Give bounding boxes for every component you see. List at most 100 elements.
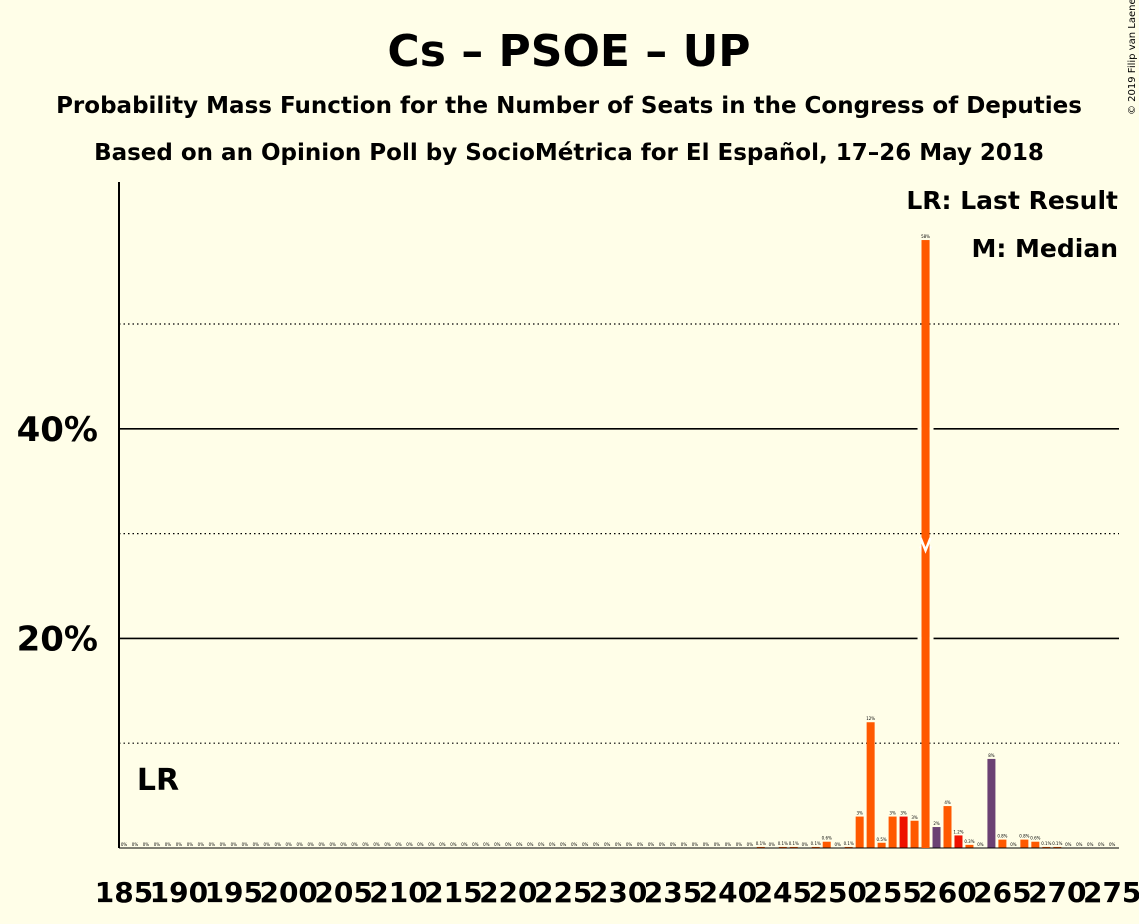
bar-label-205: 0% [340,842,347,847]
bar-label-190: 0% [176,842,183,847]
last-result-marker: LR [137,763,179,798]
x-tick-label: 270 [1028,876,1086,909]
bar-label-185: 0% [121,842,128,847]
bar-label-259: 2% [933,821,940,826]
bar-label-241: 0% [736,842,743,847]
bar-label-244: 0% [769,842,776,847]
bar-label-238: 0% [703,842,710,847]
x-tick-label: 185 [95,876,153,909]
bar-label-186: 0% [132,842,139,847]
bar-label-263: 0% [977,842,984,847]
bar-label-252: 3% [856,811,863,816]
bar-label-195: 0% [231,842,238,847]
x-tick-label: 245 [754,876,812,909]
bar-label-237: 0% [692,842,699,847]
bar-label-234: 0% [659,842,666,847]
median-chevron-top [919,537,932,554]
x-axis-ticks: 1851901952002052102152202252302352402452… [95,876,1139,909]
chart-source: Based on an Opinion Poll by SocioMétrica… [94,140,1044,166]
x-tick-label: 275 [1083,876,1139,909]
bar-label-268: 0.6% [1030,836,1040,841]
bar-label-257: 3% [911,815,918,820]
bar-label-265: 0.8% [997,834,1007,839]
bar-255 [888,816,897,848]
bar-label-217: 0% [472,842,479,847]
x-tick-label: 215 [424,876,482,909]
x-tick-label: 225 [534,876,592,909]
bar-label-222: 0% [527,842,534,847]
bar-label-233: 0% [648,842,655,847]
x-tick-label: 220 [479,876,537,909]
x-tick-label: 260 [918,876,976,909]
bar-label-220: 0% [505,842,512,847]
bar-268 [1031,841,1040,848]
x-tick-label: 255 [863,876,921,909]
bar-248 [811,846,820,848]
bar-label-271: 0% [1065,842,1072,847]
bar-label-225: 0% [560,842,567,847]
bar-260 [943,806,952,848]
bar-label-274: 0% [1098,842,1105,847]
y-tick-label: 20% [17,619,98,659]
bar-label-192: 0% [198,842,205,847]
bar-label-253: 12% [866,716,875,721]
data-labels: 0% 0% 0% 0% 0% 0% 0% 0% 0% 0% 0% 0% 0% 0% 0% 0% 0% 0% 0% 0%… [121,234,1116,847]
bar-label-224: 0% [549,842,556,847]
x-tick-label: 190 [150,876,208,909]
x-tick-label: 235 [644,876,702,909]
bar-label-191: 0% [187,842,194,847]
bar-label-208: 0% [373,842,380,847]
bar-label-247: 0% [802,842,809,847]
bar-245 [778,846,787,848]
bar-label-204: 0% [329,842,336,847]
bar-251 [844,846,853,848]
bar-label-216: 0% [461,842,468,847]
bar-label-243: 0.1% [756,841,766,846]
bar-label-248: 0.1% [811,841,821,846]
bar-254 [877,842,886,848]
bar-label-264: 8% [988,753,995,758]
bar-label-232: 0% [637,842,644,847]
legend-last-result: LR: Last Result [906,186,1118,215]
bar-label-235: 0% [670,842,677,847]
bar-label-199: 0% [275,842,282,847]
bar-label-227: 0% [582,842,589,847]
bar-label-212: 0% [417,842,424,847]
bar-label-193: 0% [209,842,216,847]
bar-label-245: 0.1% [778,841,788,846]
bar-label-251: 0.1% [844,841,854,846]
bar-label-249: 0.6% [822,836,832,841]
median-bar [921,240,930,848]
bar-label-194: 0% [220,842,227,847]
x-tick-label: 230 [589,876,647,909]
x-tick-label: 240 [699,876,757,909]
bar-249 [822,841,831,848]
bar-label-188: 0% [154,842,161,847]
bars [756,240,1062,848]
bar-label-255: 3% [889,811,896,816]
bar-label-211: 0% [406,842,413,847]
bar-label-273: 0% [1087,842,1094,847]
bar-label-213: 0% [428,842,435,847]
y-axis-ticks: 20% 40% [17,410,98,660]
bar-label-250: 0% [835,842,842,847]
bar-256 [899,816,908,848]
median-marker [917,240,934,848]
y-tick-label: 40% [17,410,98,450]
bar-label-197: 0% [253,842,260,847]
bar-label-228: 0% [593,842,600,847]
bar-243 [756,846,765,848]
bar-label-275: 0% [1109,842,1116,847]
bar-259 [932,827,941,848]
bar-label-200: 0% [286,842,293,847]
bar-label-266: 0% [1010,842,1017,847]
bar-label-267: 0.8% [1019,834,1029,839]
bar-label-203: 0% [318,842,325,847]
x-tick-label: 205 [314,876,372,909]
bar-label-206: 0% [351,842,358,847]
bar-label-256: 3% [900,811,907,816]
x-tick-label: 195 [205,876,263,909]
gridlines [119,323,1119,744]
bar-label-209: 0% [384,842,391,847]
